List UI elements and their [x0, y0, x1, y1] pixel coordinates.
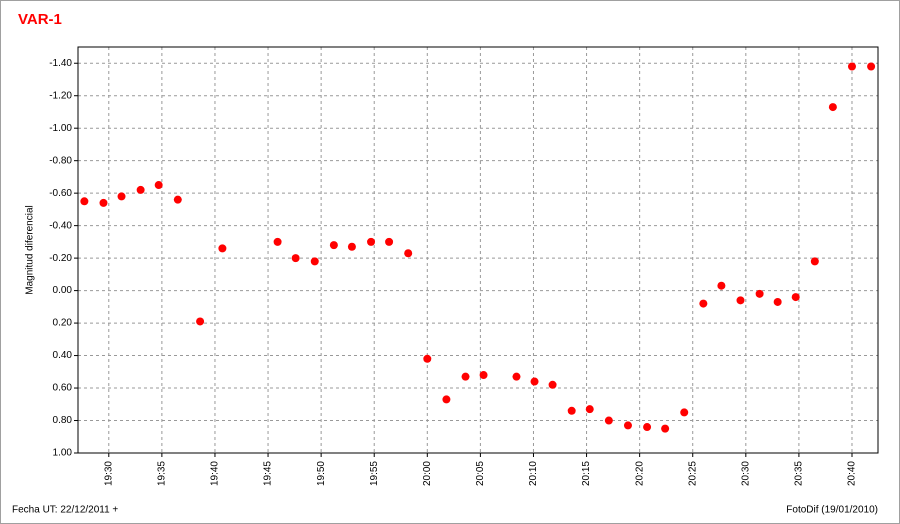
point: [736, 296, 745, 305]
point: [347, 242, 356, 251]
point: [643, 423, 652, 432]
plot-area: [77, 46, 879, 454]
point: [661, 424, 670, 433]
point: [385, 237, 394, 246]
point: [567, 406, 576, 415]
point: [154, 181, 163, 190]
point: [810, 257, 819, 266]
point: [548, 380, 557, 389]
y-tick-label: 0.40: [53, 350, 73, 361]
point: [461, 372, 470, 381]
point: [791, 293, 800, 302]
point: [442, 395, 451, 404]
point: [512, 372, 521, 381]
point: [680, 408, 689, 417]
y-tick-label: -0.40: [49, 220, 72, 231]
x-tick-label: 19:50: [316, 461, 327, 486]
x-tick-label: 19:35: [157, 461, 168, 486]
point: [773, 297, 782, 306]
y-tick-label: -1.20: [49, 90, 72, 101]
footer-left: Fecha UT: 22/12/2011 +: [12, 505, 118, 516]
x-tick-label: 19:40: [210, 461, 221, 486]
x-tick-label: 19:55: [369, 461, 380, 486]
y-tick-label: 1.00: [53, 448, 73, 459]
x-tick-label: 20:05: [475, 461, 486, 486]
x-tick-label: 20:35: [794, 461, 805, 486]
point: [699, 299, 708, 308]
point: [329, 241, 338, 250]
point: [717, 281, 726, 290]
x-tick-label: 20:15: [581, 461, 592, 486]
point: [99, 198, 108, 207]
x-tick-label: 20:10: [528, 461, 539, 486]
y-tick-label: 0.60: [53, 383, 73, 394]
y-tick-label: -0.20: [49, 253, 72, 264]
point: [117, 192, 126, 201]
footer-right: FotoDif (19/01/2010): [786, 505, 878, 516]
y-tick-label: 0.20: [53, 318, 73, 329]
point: [867, 62, 876, 71]
point: [479, 371, 488, 380]
y-tick-label: 0.80: [53, 415, 73, 426]
point: [367, 237, 376, 246]
point: [423, 354, 432, 363]
y-axis-label: Magnitud diferencial: [25, 205, 36, 295]
point: [273, 237, 282, 246]
point: [136, 185, 145, 194]
chart-title: VAR-1: [18, 11, 62, 28]
y-tick-label: -0.60: [49, 188, 72, 199]
x-tick-label: 20:30: [740, 461, 751, 486]
y-tick-label: 0.00: [53, 285, 73, 296]
y-tick-label: -1.00: [49, 123, 72, 134]
x-tick-label: 20:40: [847, 461, 858, 486]
x-tick-label: 19:45: [263, 461, 274, 486]
y-tick-label: -1.40: [49, 58, 72, 69]
point: [310, 257, 319, 266]
point: [604, 416, 613, 425]
x-tick-label: 20:25: [687, 461, 698, 486]
point: [80, 197, 89, 206]
point: [291, 254, 300, 263]
point: [755, 289, 764, 298]
point: [828, 103, 837, 112]
x-tick-label: 20:00: [422, 461, 433, 486]
point: [196, 317, 205, 326]
point: [218, 244, 227, 253]
x-tick-label: 20:20: [634, 461, 645, 486]
point: [585, 405, 594, 414]
point: [404, 249, 413, 258]
point: [530, 377, 539, 386]
y-tick-label: -0.80: [49, 155, 72, 166]
point: [173, 195, 182, 204]
point: [847, 62, 856, 71]
x-tick-label: 19:30: [103, 461, 114, 486]
point: [623, 421, 632, 430]
